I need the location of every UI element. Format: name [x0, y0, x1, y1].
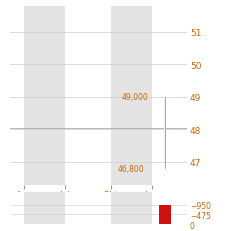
- Bar: [165, 205, 167, 224]
- Bar: [160, 205, 161, 224]
- Bar: [164, 205, 166, 224]
- Bar: [167, 205, 169, 224]
- Bar: [166, 205, 168, 224]
- Bar: [161, 205, 163, 224]
- Bar: [111, 192, 152, 224]
- Bar: [24, 192, 65, 224]
- Bar: [168, 205, 170, 224]
- Bar: [164, 205, 166, 224]
- Text: 46,800: 46,800: [118, 164, 144, 173]
- Bar: [162, 205, 164, 224]
- FancyBboxPatch shape: [164, 97, 166, 169]
- Bar: [111, 7, 152, 185]
- Bar: [163, 205, 165, 224]
- Bar: [161, 205, 162, 224]
- Bar: [162, 205, 164, 224]
- Bar: [159, 205, 161, 224]
- Bar: [167, 205, 168, 224]
- Bar: [160, 205, 162, 224]
- Bar: [168, 205, 170, 224]
- Text: 49,000: 49,000: [121, 93, 148, 102]
- Bar: [166, 205, 167, 224]
- Bar: [24, 7, 65, 185]
- Bar: [169, 205, 171, 224]
